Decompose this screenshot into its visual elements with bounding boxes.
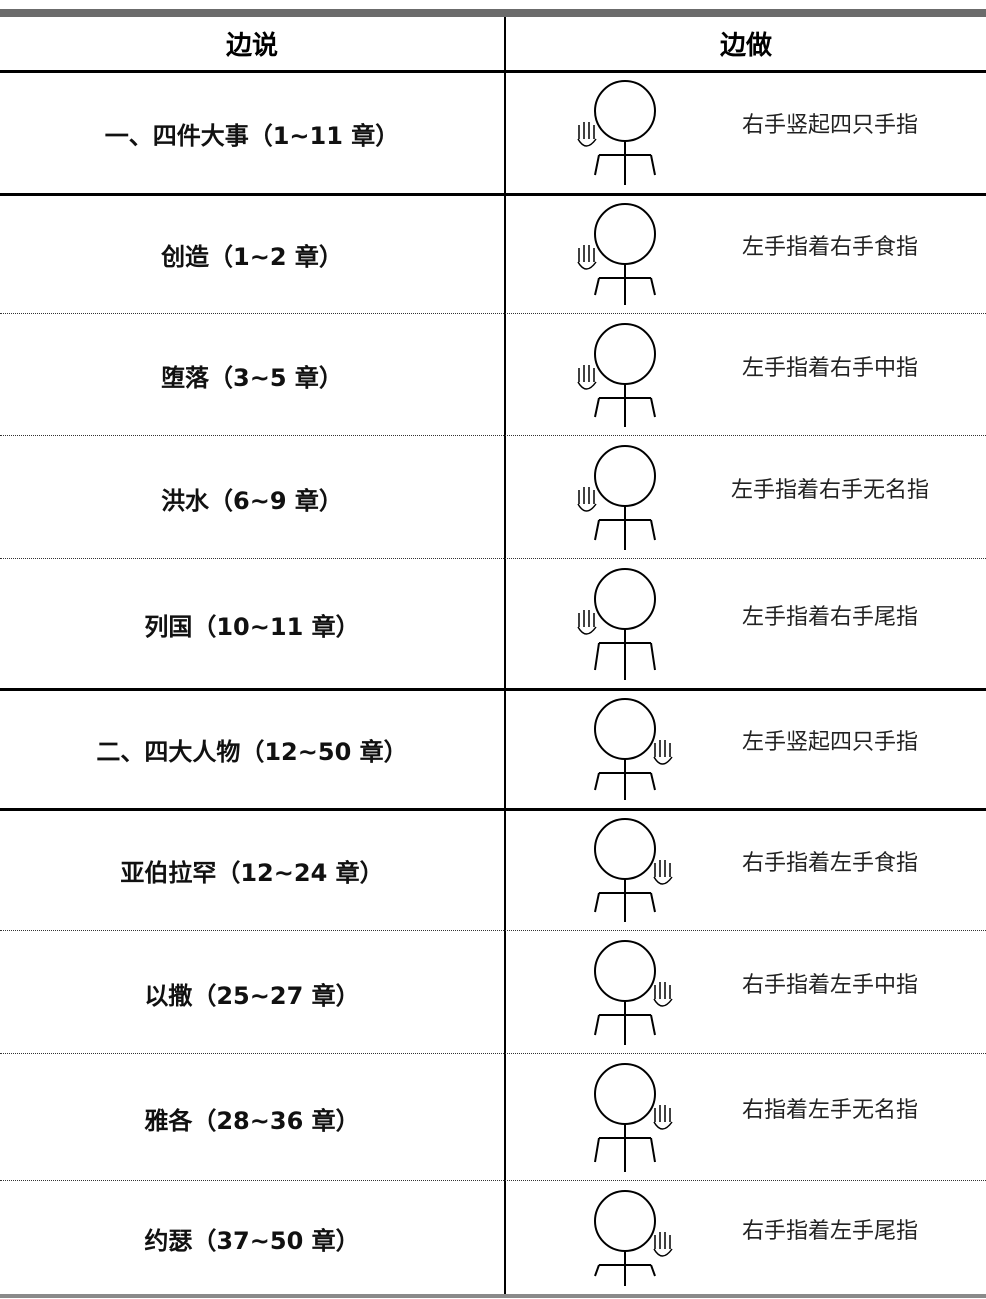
stick-figure [594,1063,673,1172]
row-rule [0,688,986,691]
topic-cell: 二、四大人物（12~50 章） [96,738,408,766]
row-rule [0,1053,986,1054]
stick-figure [577,323,656,427]
topic-cell: 洪水（6~9 章） [161,486,343,515]
action-cell: 右手指着左手尾指 [741,1218,918,1244]
action-cell: 左手指着右手无名指 [730,478,929,503]
row-rule [0,435,986,436]
row-rule [0,808,986,811]
row-rule [0,1180,986,1181]
topic-cell: 堕落（3~5 章） [161,364,343,392]
topic-cell: 创造（1~2 章） [161,243,343,271]
top-rule [0,9,986,17]
action-cell: 右指着左手无名指 [741,1098,918,1123]
action-cell: 右手竖起四只手指 [741,113,918,138]
column-divider [504,17,506,1294]
action-cell: 右手指着左手食指 [741,850,918,876]
row-rule [0,70,986,73]
topic-cell: 亚伯拉罕（12~24 章） [120,859,384,887]
action-cell: 右手指着左手中指 [741,973,918,998]
stick-figure [577,203,656,305]
stick-figure [594,1190,673,1286]
topic-cell: 雅各（28~36 章） [144,1106,360,1135]
header-cell: 边做 [719,31,772,61]
topic-cell: 列国（10~11 章） [144,613,360,641]
topic-cell: 约瑟（37~50 章） [144,1227,360,1255]
stick-figure [577,445,656,550]
row-rule [0,193,986,196]
row-rule [0,930,986,931]
stick-figure [577,80,656,185]
action-cell: 左手指着右手食指 [741,234,918,260]
stick-figure [594,818,673,922]
stick-figure [577,568,656,680]
action-cell: 左手指着右手中指 [741,355,918,381]
topic-cell: 一、四件大事（1~11 章） [104,121,400,150]
stick-figure [594,940,673,1045]
stick-figure [594,698,673,800]
action-cell: 左手竖起四只手指 [741,729,918,755]
row-rule [0,558,986,559]
topic-cell: 以撒（25~27 章） [144,981,360,1010]
header-cell: 边说 [225,31,278,61]
action-cell: 左手指着右手尾指 [741,604,918,630]
row-rule [0,313,986,314]
bottom-rule [0,1294,986,1298]
